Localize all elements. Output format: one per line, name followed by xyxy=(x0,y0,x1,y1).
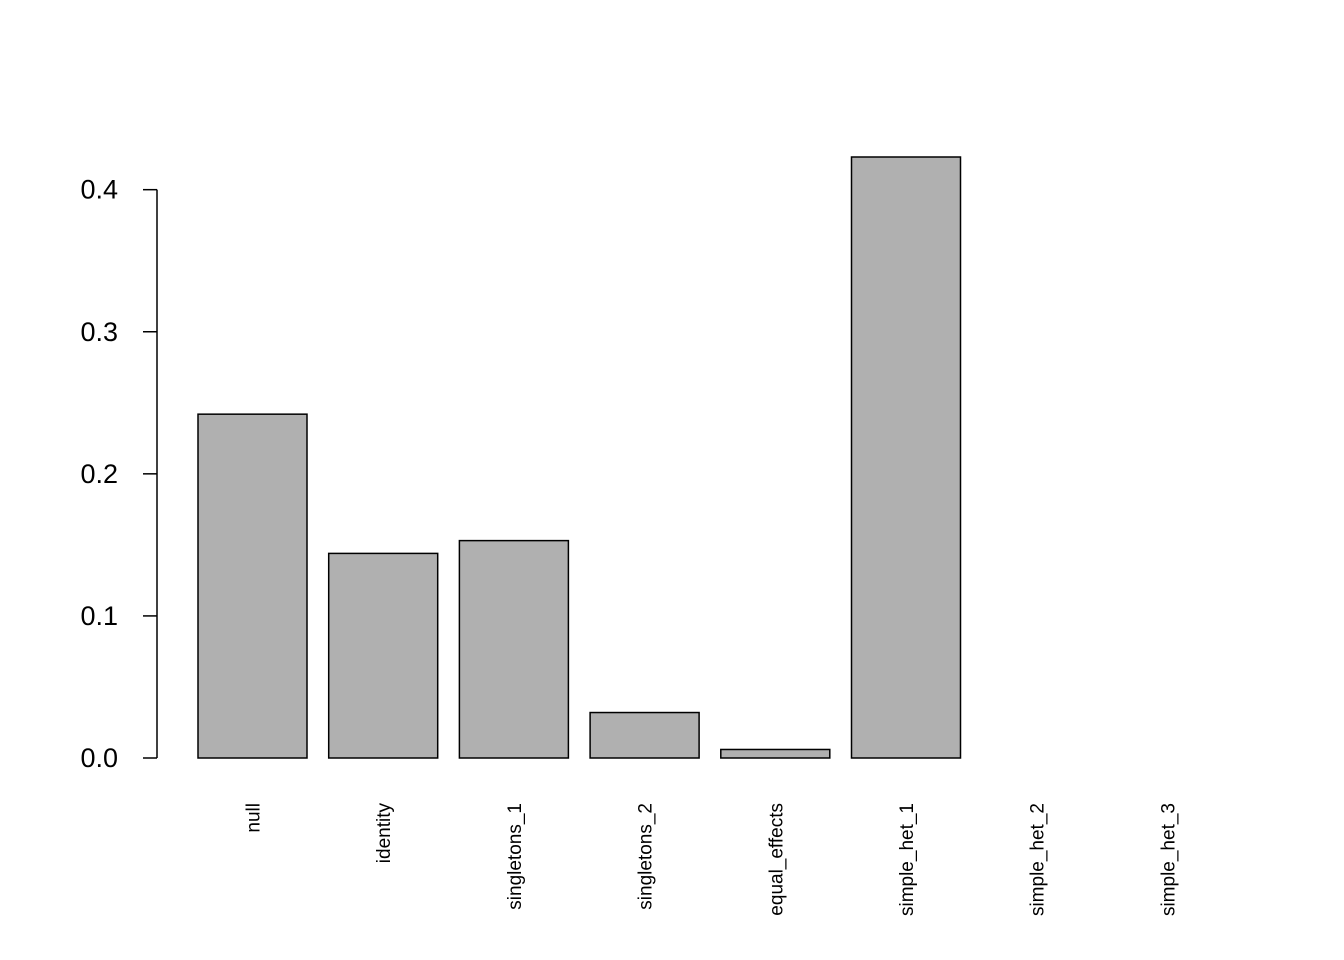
x-tick-label: simple_het_1 xyxy=(897,803,918,916)
x-tick-label: null xyxy=(244,803,265,833)
y-tick-label: 0.1 xyxy=(80,601,118,631)
bar xyxy=(458,539,570,759)
x-tick-label: singletons_1 xyxy=(505,803,526,910)
bar xyxy=(850,156,962,759)
x-tick-label: simple_het_2 xyxy=(1028,803,1049,916)
bar xyxy=(327,552,439,759)
x-tick-label: simple_het_3 xyxy=(1158,803,1179,916)
y-tick-label: 0.4 xyxy=(80,175,118,205)
bar xyxy=(197,413,308,759)
x-tick-label: equal_effects xyxy=(766,803,787,916)
x-tick-label: identity xyxy=(374,803,395,864)
bar xyxy=(720,748,831,759)
x-tick-label: singletons_2 xyxy=(636,803,657,910)
y-tick-label: 0.3 xyxy=(80,317,118,347)
bar xyxy=(589,711,700,759)
y-tick-label: 0.2 xyxy=(80,459,118,489)
y-tick-label: 0.0 xyxy=(80,743,118,773)
